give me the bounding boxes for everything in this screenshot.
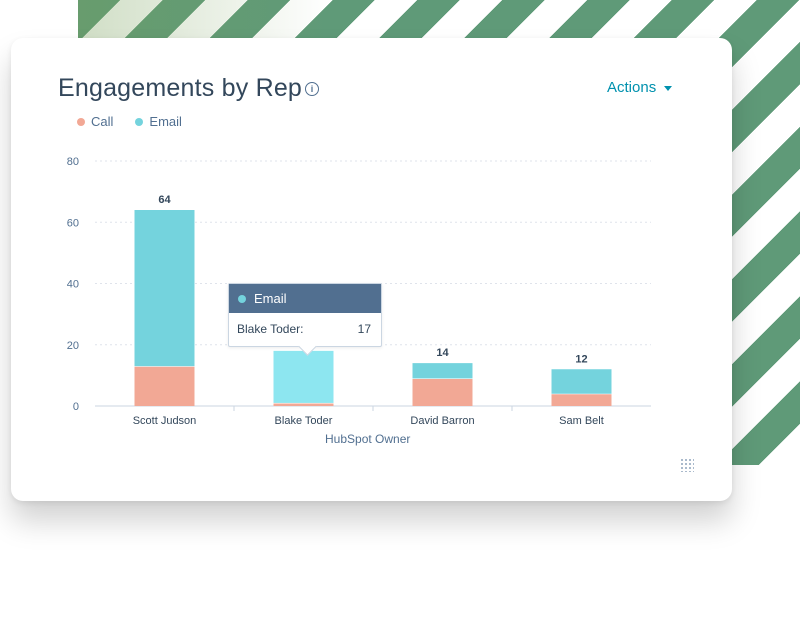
bar-call xyxy=(134,366,195,406)
x-tick-label: Scott Judson xyxy=(133,415,197,427)
legend-swatch-call xyxy=(77,117,85,126)
legend-label-email: Email xyxy=(149,114,182,129)
tooltip-body: Blake Toder: 17 xyxy=(229,313,381,336)
chart-title: Engagements by Rep xyxy=(58,74,303,102)
resize-handle-icon[interactable] xyxy=(680,458,694,472)
info-icon[interactable]: i xyxy=(305,82,319,96)
chart-tooltip: Email Blake Toder: 17 xyxy=(228,283,382,356)
y-tick-label: 0 xyxy=(73,401,79,413)
bar-total-label: 64 xyxy=(158,194,171,206)
bar-call xyxy=(551,393,612,406)
legend-swatch-email xyxy=(135,117,144,126)
bar-chart: 0 20 40 60 80 64 Scott Judson Blake Toder 14 Davi… xyxy=(67,156,651,427)
bar-email xyxy=(412,363,473,379)
y-tick-label: 60 xyxy=(67,217,79,229)
chart-card: Engagements by Rep i Actions Call Email … xyxy=(11,38,732,501)
x-tick-label: Sam Belt xyxy=(559,415,604,427)
tooltip-label: Blake Toder: xyxy=(237,322,304,336)
y-tick-label: 20 xyxy=(67,340,79,352)
bar-call xyxy=(273,402,334,406)
tooltip-header: Email xyxy=(229,284,381,313)
tooltip-value: 17 xyxy=(357,322,371,336)
bar-email xyxy=(273,350,334,403)
actions-label: Actions xyxy=(607,79,657,96)
tooltip-series-swatch xyxy=(238,294,246,303)
legend-item-call[interactable]: Call xyxy=(77,114,113,129)
bar-email xyxy=(134,210,195,367)
legend-item-email[interactable]: Email xyxy=(135,114,182,129)
bar-email xyxy=(551,369,612,394)
bar-total-label: 14 xyxy=(436,347,449,359)
actions-dropdown[interactable]: Actions xyxy=(607,79,673,96)
legend-label-call: Call xyxy=(91,114,114,129)
x-axis-title: HubSpot Owner xyxy=(325,432,411,446)
chart-legend: Call Email xyxy=(77,114,182,129)
bar-total-label: 12 xyxy=(575,353,587,365)
tooltip-series-label: Email xyxy=(254,291,287,306)
chevron-down-icon xyxy=(664,85,673,91)
bar-call xyxy=(412,378,473,406)
y-tick-label: 40 xyxy=(67,279,79,291)
x-tick-label: Blake Toder xyxy=(275,415,333,427)
y-tick-label: 80 xyxy=(67,156,79,168)
x-tick-label: David Barron xyxy=(410,415,474,427)
